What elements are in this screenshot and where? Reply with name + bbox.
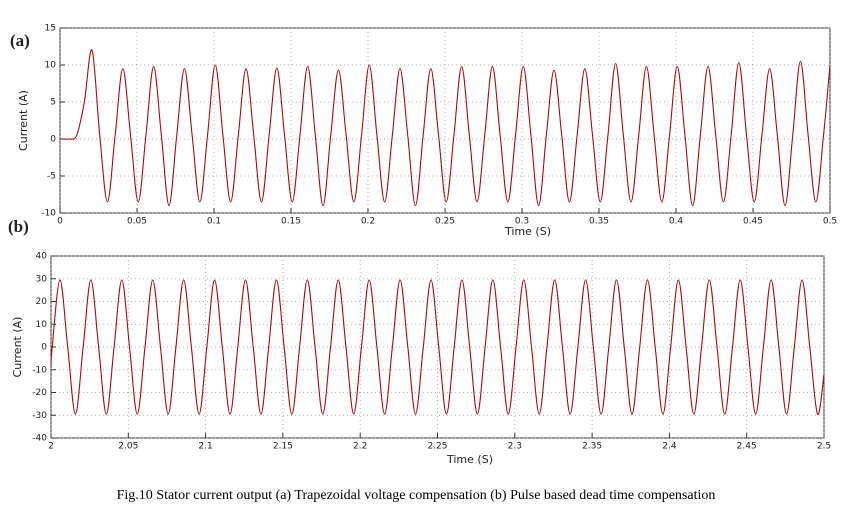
y-tick-label: -10 <box>32 365 47 375</box>
y-tick-label: 20 <box>36 297 48 307</box>
x-tick-label: 2.05 <box>118 442 138 452</box>
x-tick-label: 0.3 <box>515 217 529 227</box>
y-tick-label: 10 <box>45 61 57 71</box>
x-tick-label: 2 <box>48 442 54 452</box>
y-tick-label: 30 <box>36 274 48 284</box>
y-tick-label: 5 <box>50 98 56 108</box>
x-tick-label: 0.2 <box>361 217 375 227</box>
y-tick-label: 15 <box>45 24 56 34</box>
y-axis-label: Current (A) <box>17 90 30 151</box>
x-tick-label: 2.2 <box>353 442 367 452</box>
x-tick-label: 0.5 <box>823 217 837 227</box>
y-tick-label: 0 <box>50 135 56 145</box>
panel-label: (b) <box>8 217 29 236</box>
x-tick-label: 2.25 <box>427 442 447 452</box>
x-tick-label: 2.15 <box>273 442 293 452</box>
x-tick-label: 0.45 <box>743 217 763 227</box>
x-tick-label: 2.3 <box>508 442 522 452</box>
x-axis-label: Time (S) <box>446 453 493 466</box>
x-tick-label: 2.5 <box>817 442 831 452</box>
x-tick-label: 0.15 <box>281 217 301 227</box>
y-tick-label: 0 <box>41 343 47 353</box>
x-tick-label: 0.1 <box>207 217 221 227</box>
x-tick-label: 0 <box>57 217 63 227</box>
y-axis-label: Current (A) <box>11 317 24 378</box>
x-tick-label: 0.25 <box>435 217 455 227</box>
x-tick-label: 2.1 <box>198 442 212 452</box>
data-line <box>50 279 825 415</box>
x-tick-label: 0.05 <box>127 217 147 227</box>
x-tick-label: 2.4 <box>662 442 677 452</box>
x-axis-label: Time (S) <box>504 225 551 238</box>
caption: Fig.10 Stator current output (a) Trapezo… <box>117 488 716 503</box>
data-line <box>60 49 831 207</box>
y-tick-label: -40 <box>32 434 47 444</box>
x-tick-label: 2.45 <box>737 442 757 452</box>
y-tick-label: -20 <box>32 388 47 398</box>
y-tick-label: 10 <box>36 320 48 330</box>
x-tick-label: 2.35 <box>582 442 602 452</box>
x-tick-label: 0.4 <box>669 217 684 227</box>
panel-label: (a) <box>10 31 30 50</box>
y-tick-label: -10 <box>41 209 56 219</box>
y-tick-label: 40 <box>36 252 48 262</box>
y-tick-label: -30 <box>32 411 47 421</box>
y-tick-label: -5 <box>47 172 56 182</box>
x-tick-label: 0.35 <box>589 217 609 227</box>
